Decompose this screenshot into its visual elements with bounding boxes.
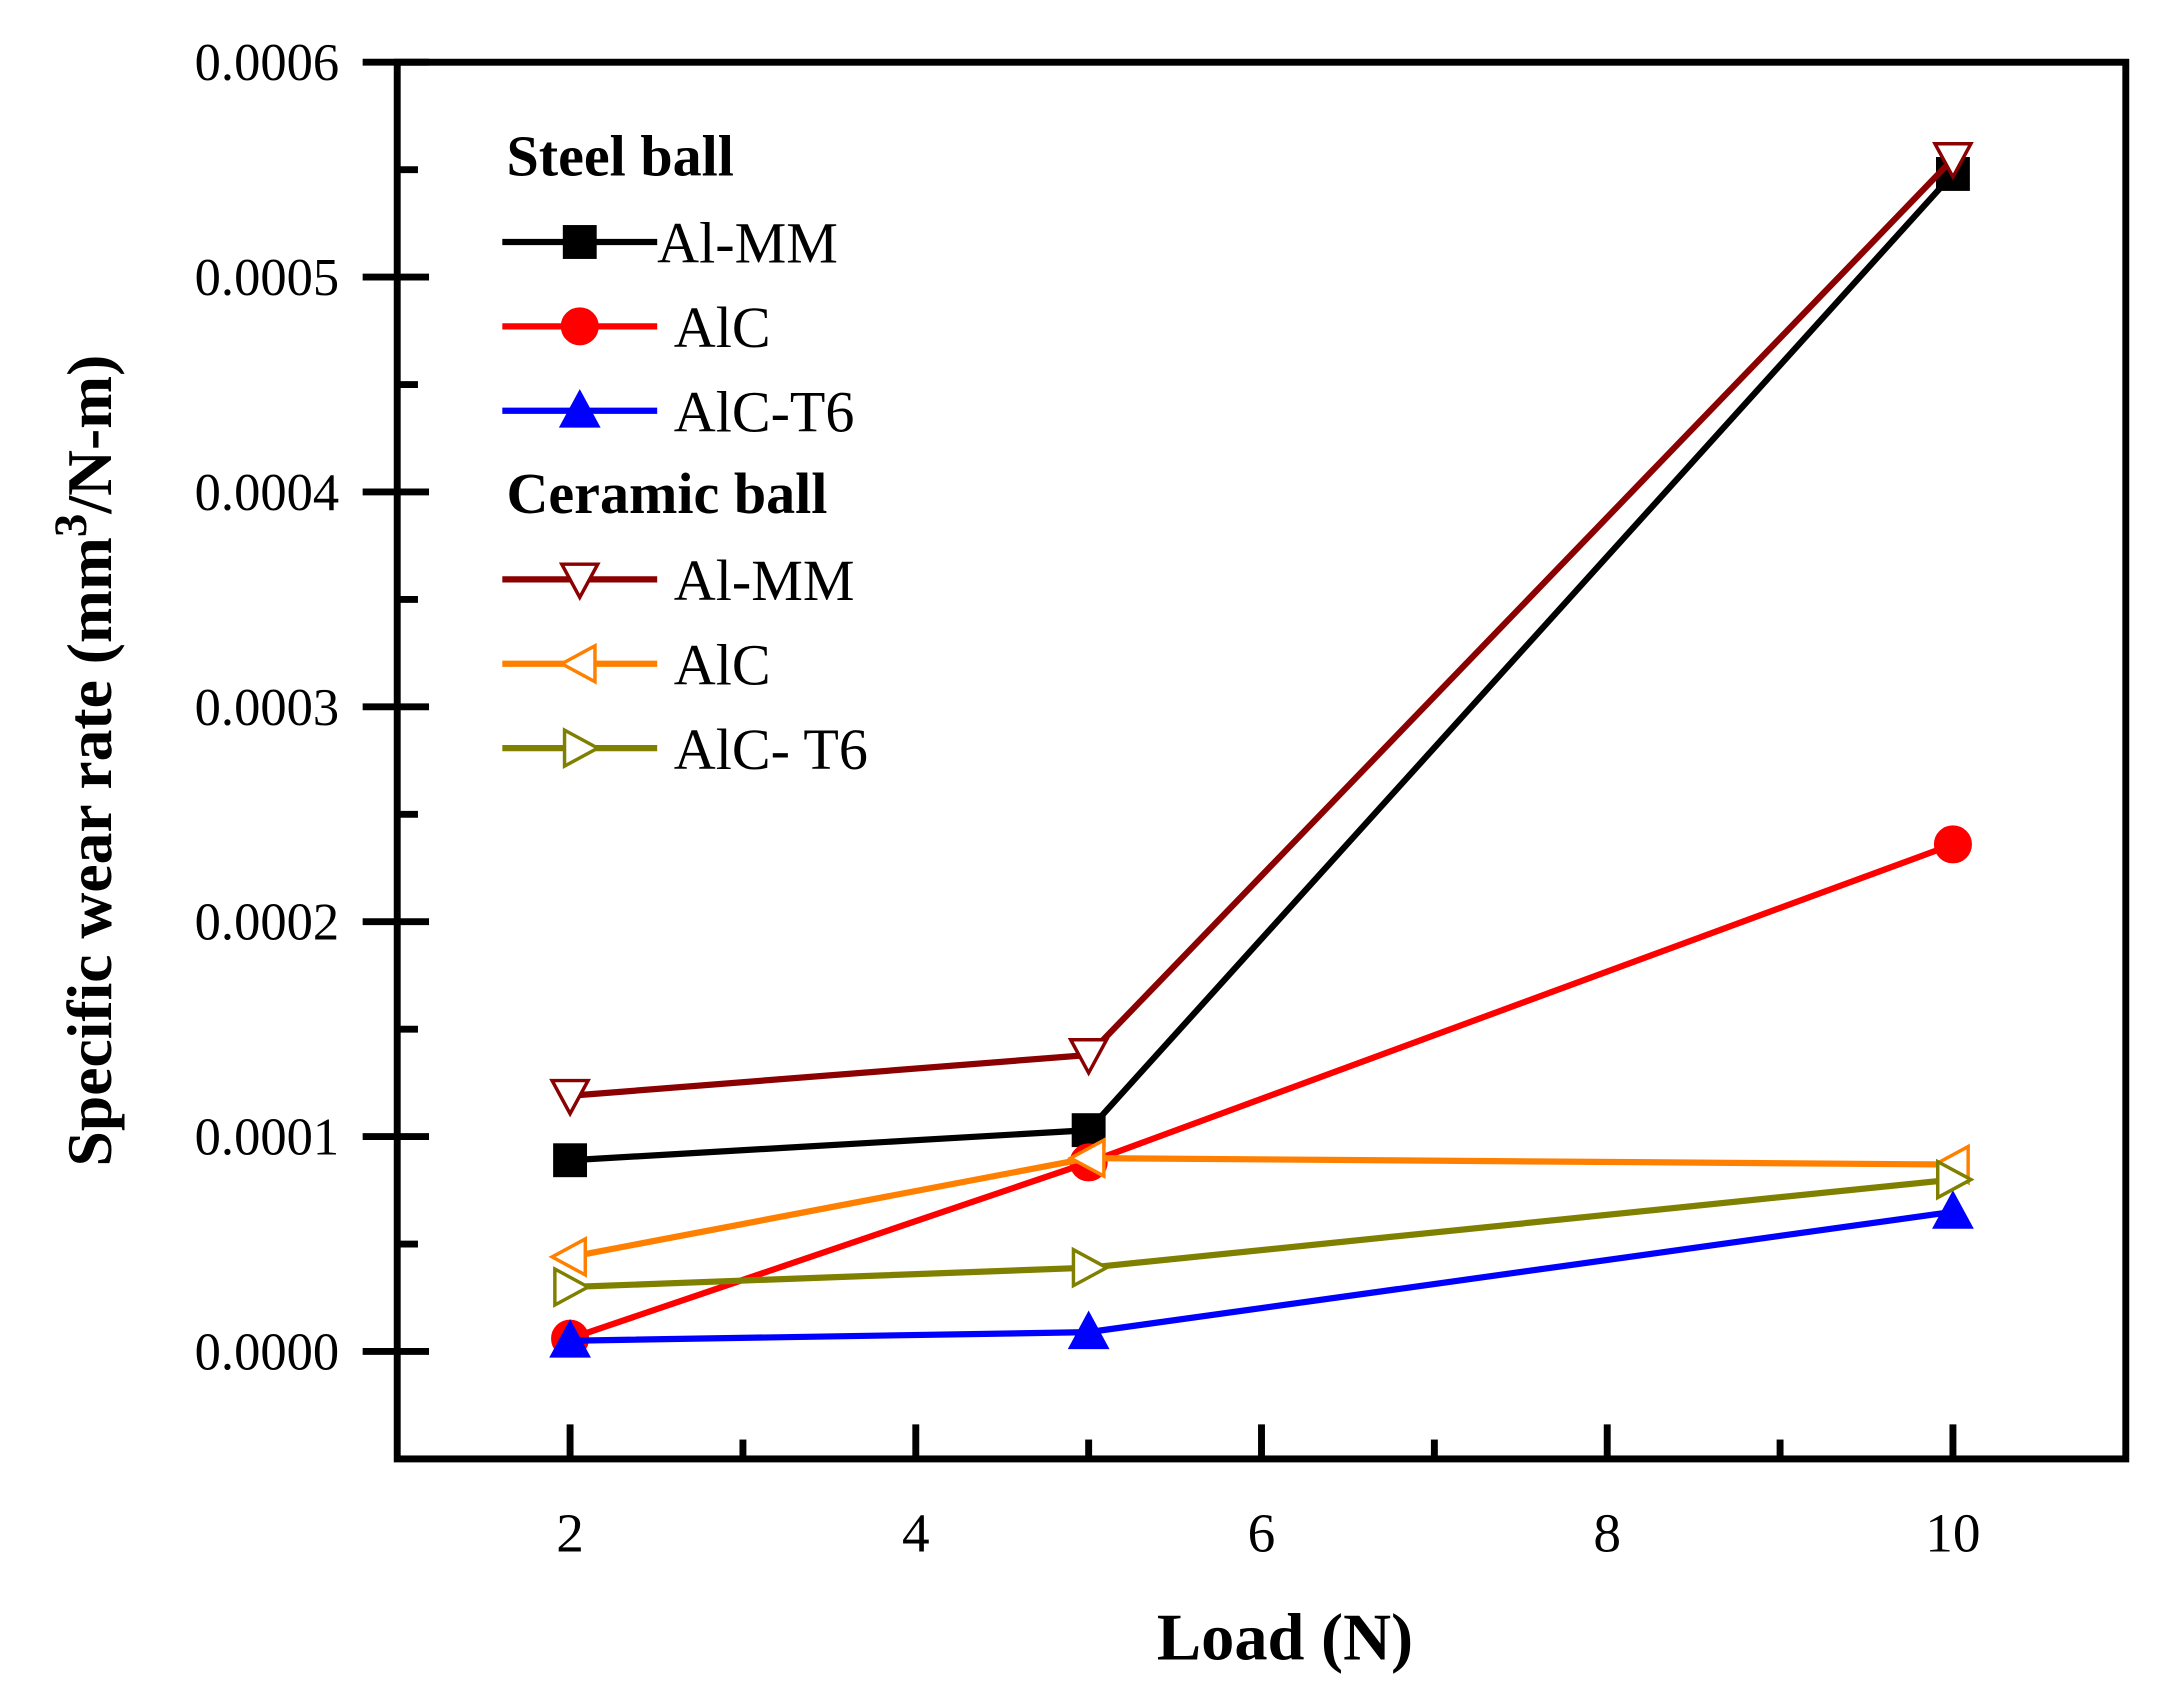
triangle-down-marker (558, 562, 601, 602)
series-ceramic-ball-al-mm (549, 141, 1974, 1118)
legend-label: Al-MM (674, 548, 855, 613)
legend-label: AlC (674, 633, 771, 698)
y-tick-label: 0.0004 (195, 464, 339, 522)
axes: 0.0000 0.0001 0.0002 0.0003 0.0004 0.0005 0.00… (195, 34, 1981, 1563)
triangle-up-marker (1067, 1310, 1110, 1350)
legend-entry: AlC (502, 295, 771, 360)
y-tick-label: 0.0005 (195, 249, 339, 307)
legend-label: Al-MM (657, 211, 838, 276)
x-tick-label: 4 (902, 1503, 930, 1564)
legend-entry: AlC- T6 (502, 717, 868, 782)
legend-entry: AlC (502, 633, 771, 698)
x-tick-label: 8 (1593, 1503, 1621, 1564)
legend-label: AlC-T6 (674, 379, 855, 444)
triangle-right-marker (1071, 1246, 1111, 1289)
triangle-left-marker (558, 642, 597, 685)
triangle-right-marker (562, 727, 602, 770)
legend-label: AlC- T6 (674, 717, 868, 782)
triangle-left-marker (548, 1236, 588, 1278)
square-marker (562, 225, 597, 259)
legend-group-title: Ceramic ball (506, 461, 827, 526)
series-ceramic-ball-alc (548, 1137, 1970, 1278)
y-tick-label: 0.0000 (195, 1323, 339, 1381)
triangle-right-marker (1935, 1158, 1975, 1201)
triangle-up-marker (1932, 1190, 1974, 1229)
y-tick-label: 0.0001 (195, 1109, 339, 1167)
square-marker (1071, 1113, 1106, 1148)
legend-group-title: Steel ball (506, 124, 733, 189)
x-axis-label: Load (N) (1157, 1601, 1413, 1674)
legend-entry: Al-MM (502, 548, 854, 613)
triangle-up-marker (558, 389, 601, 428)
x-tick-label: 2 (556, 1503, 584, 1564)
series-steel-ball-alc (551, 825, 1972, 1358)
legend: Steel ball Al-MM AlC AlC-T6 Ceramic ball Al-M… (502, 124, 868, 782)
y-tick-label: 0.0006 (195, 34, 339, 92)
y-axis-label: Specific wear rate (mm3/N-m) (45, 355, 125, 1167)
triangle-left-marker (1067, 1137, 1106, 1179)
triangle-down-marker (1932, 141, 1974, 181)
legend-entry: Al-MM (502, 211, 838, 276)
triangle-up-marker (549, 1319, 591, 1358)
circle-marker (1933, 825, 1972, 864)
series-line (569, 841, 1955, 1342)
plot-marks (548, 141, 1975, 1358)
series-steel-ball-alc-t6 (549, 1190, 1974, 1358)
legend-label: AlC (674, 295, 771, 360)
x-tick-label: 10 (1925, 1503, 1980, 1564)
y-tick-label: 0.0003 (195, 679, 339, 737)
series-ceramic-ball-alc-t6 (553, 1158, 1975, 1308)
legend-entry: AlC-T6 (502, 379, 854, 444)
y-tick-label: 0.0002 (195, 894, 339, 952)
triangle-down-marker (549, 1078, 591, 1118)
square-marker (553, 1143, 588, 1178)
circle-marker (560, 307, 599, 346)
x-tick-label: 6 (1248, 1503, 1276, 1564)
triangle-right-marker (553, 1266, 592, 1308)
series-line (569, 171, 1956, 1164)
series-line (569, 156, 1956, 1099)
triangle-down-marker (1067, 1038, 1110, 1077)
